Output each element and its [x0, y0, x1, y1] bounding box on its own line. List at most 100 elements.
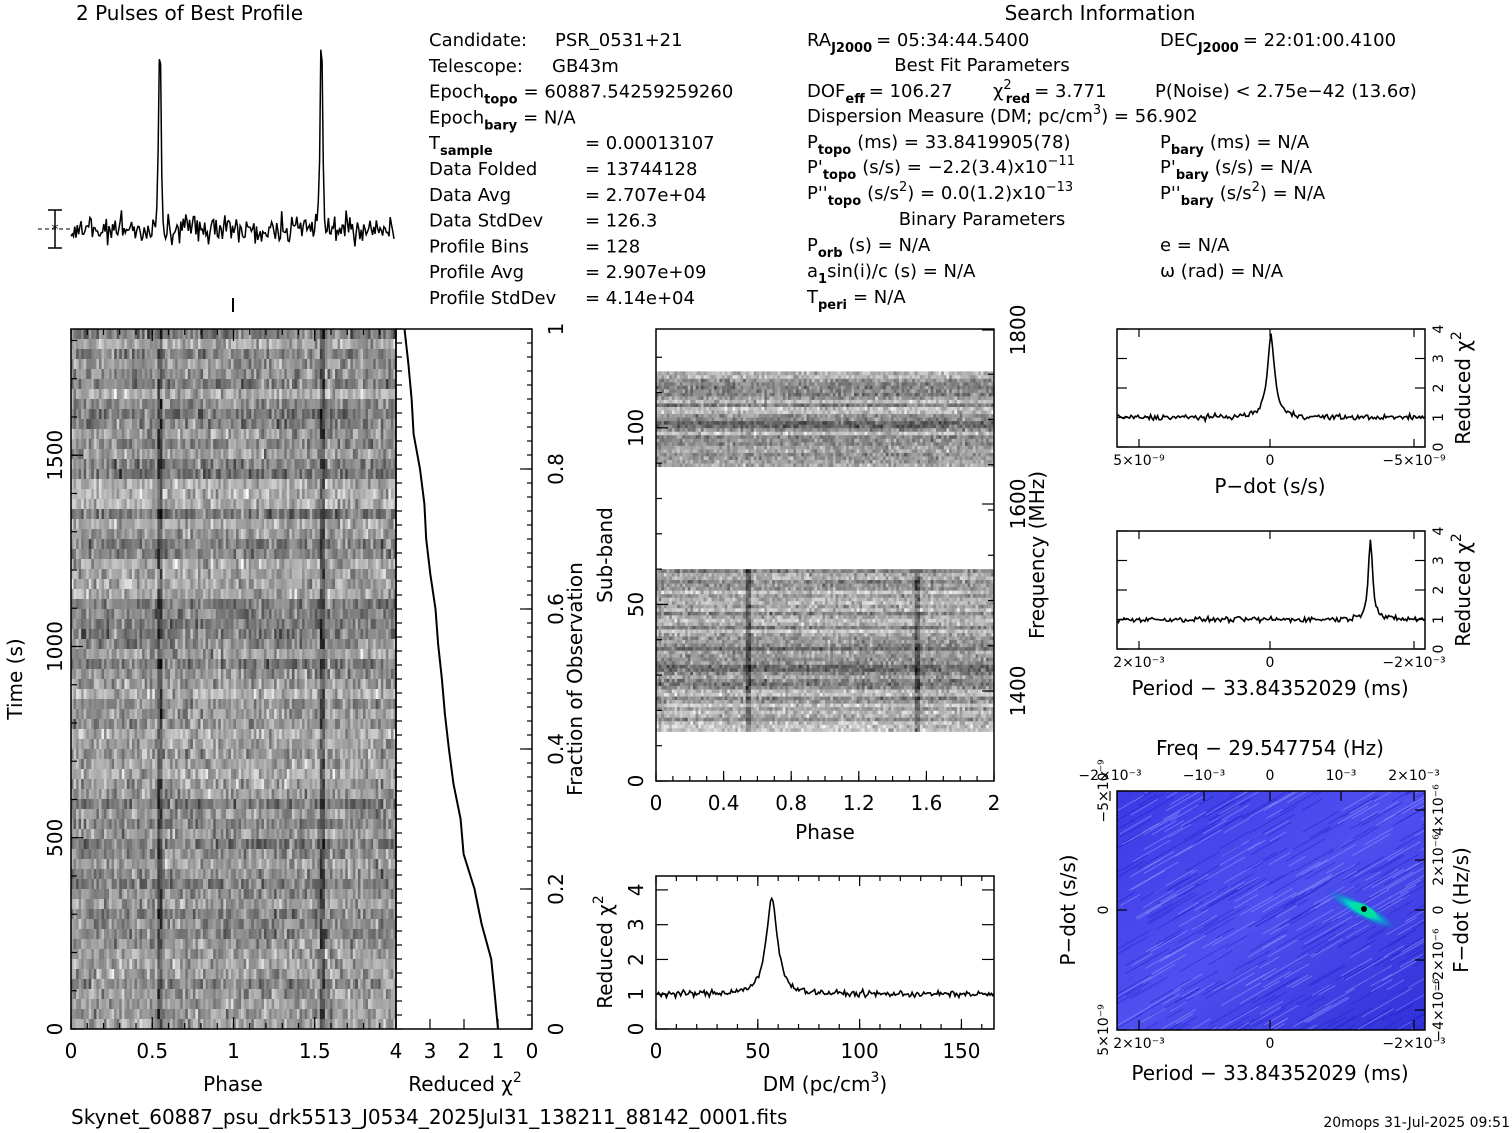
info-label: Telescope: [428, 56, 523, 77]
ra-field: RAJ2000 = 05:34:44.5400 [807, 30, 1029, 56]
subband-tick-label: 0 [624, 775, 648, 788]
fraction-tick-label: 0 [544, 1023, 568, 1036]
search-info-title: Search Information [1005, 1, 1196, 25]
frequency-tick-label: 1600 [1006, 479, 1030, 530]
time-phase-greyscale [71, 329, 396, 1029]
profile-line [70, 49, 395, 247]
time-tick-label: 1500 [43, 430, 67, 481]
best-fit-title: Best Fit Parameters [894, 55, 1069, 76]
chi-tick-label: 1 [492, 1039, 505, 1063]
fraction-tick-label: 0.6 [544, 593, 568, 625]
small-chi-tick-label: 3 [1431, 556, 1447, 565]
phase-tick-label: 0 [65, 1039, 78, 1063]
chi-axis-label: Reduced χ2 [591, 895, 617, 1009]
freq-tick-label: 10⁻³ [1326, 768, 1357, 784]
subband-tick-label: 50 [624, 592, 648, 617]
frequency-tick-label: 1400 [1006, 666, 1030, 717]
phase-tick-label: 0.5 [136, 1039, 168, 1063]
small-chi-axis-label: Reduced χ2 [1449, 533, 1475, 647]
pdot-tick-label: 5×10⁻⁹ [1096, 1004, 1112, 1056]
porb-field: Porb (s) = N/A [807, 235, 931, 261]
info-value: = 126.3 [585, 211, 657, 232]
ecc-field: e = N/A [1160, 235, 1230, 256]
p-pdot-title: Freq − 29.547754 (Hz) [1156, 736, 1384, 760]
subband-tick-label: 100 [624, 409, 648, 447]
phase-axis-label: Phase [795, 820, 855, 844]
tperi-field: Tperi = N/A [806, 287, 906, 313]
profile-title: 2 Pulses of Best Profile [76, 1, 303, 25]
dm-tick-label: 50 [745, 1039, 770, 1063]
chi-tick-label: 4 [624, 884, 648, 897]
fraction-tick-label: 1 [544, 323, 568, 336]
subband-phase-plot: 0 0.4 0.8 1.2 1.6 2 0 50 100 1400 1600 1800 Phase Sub… [593, 305, 1049, 844]
chi-tick-label: 0 [526, 1039, 539, 1063]
info-value: = 128 [585, 236, 640, 257]
pdot-topo-field: P'topo (s/s) = −2.2(3.4)x10−11 [807, 154, 1075, 183]
small-tick-label: 0 [1266, 453, 1275, 469]
dm-axis-label: DM (pc/cm3) [763, 1070, 887, 1096]
info-label: Profile Bins [429, 236, 529, 257]
small-chi-tick-label: 2 [1431, 586, 1447, 595]
fraction-axis-label: Fraction of Observation [563, 562, 587, 796]
chi-tick-label: 4 [390, 1039, 403, 1063]
small-tick-label: 0 [1266, 655, 1275, 671]
dm-chi-plot: 0 50 100 150 0 1 2 3 4 DM (pc/cm3) Reduced χ2 [591, 875, 995, 1096]
pddot-topo-field: P''topo (s/s2) = 0.0(1.2)x10−13 [807, 180, 1073, 209]
info-label: Epochbary = N/A [429, 107, 576, 133]
svg-text:*: * [52, 222, 59, 238]
chi-tick-label: 3 [624, 918, 648, 931]
info-value: = 4.14e+04 [585, 288, 695, 309]
info-label: Data Avg [429, 185, 511, 206]
period-chi-line [1116, 539, 1426, 625]
info-value: = 0.00013107 [585, 133, 715, 154]
small-x-axis-label: P−dot (s/s) [1214, 474, 1325, 498]
fdot-axis-label: F−dot (Hz/s) [1449, 847, 1473, 973]
time-axis-label: Time (s) [3, 638, 27, 720]
chi-vs-time-line [403, 328, 499, 1030]
subband-greyscale [656, 371, 994, 732]
candidate-info-block: Candidate: PSR_0531+21 Telescope: GB43m Epoc… [428, 30, 733, 309]
fdot-tick-label: 2×10⁻⁶ [1431, 834, 1447, 886]
phase-tick-label: 2 [988, 791, 1001, 815]
subband-axis-label: Sub-band [593, 507, 617, 603]
footer-timestamp: 20mops 31-Jul-2025 09:51 [1323, 1115, 1510, 1131]
small-chi-tick-label: 2 [1431, 384, 1447, 393]
profile-plot: * [38, 49, 395, 312]
pddot-bary-field: P''bary (s/s2) = N/A [1160, 180, 1326, 209]
dec-field: DECJ2000 = 22:01:00.4100 [1160, 30, 1396, 56]
footer-filename: Skynet_60887_psu_drk5513_J0534_2025Jul31… [71, 1105, 787, 1129]
period-axis-label: Period − 33.84352029 (ms) [1131, 1061, 1408, 1085]
frequency-tick-label: 1800 [1006, 305, 1030, 356]
phase-axis-label: Phase [203, 1072, 263, 1096]
chi-tick-label: 0 [624, 1023, 648, 1036]
phase-tick-label: 1.5 [299, 1039, 331, 1063]
info-label: Data StdDev [429, 211, 544, 232]
a1-field: a1sin(i)/c (s) = N/A [807, 261, 976, 287]
pdot-axis-label: P−dot (s/s) [1056, 854, 1080, 965]
small-chi-tick-label: 0 [1431, 443, 1447, 452]
small-chi-tick-label: 0 [1431, 645, 1447, 654]
fraction-tick-label: 0.4 [544, 733, 568, 765]
dm-tick-label: 0 [650, 1039, 663, 1063]
phase-tick-label: 0.4 [708, 791, 740, 815]
info-value: = 13744128 [585, 159, 697, 180]
small-tick-label: 5×10⁻⁹ [1113, 453, 1165, 469]
dm-tick-label: 100 [841, 1039, 879, 1063]
period-tick-label: −2×10⁻³ [1382, 1036, 1445, 1052]
dof-field: DOFeff = 106.27 [807, 81, 953, 107]
chi-tick-label: 2 [624, 953, 648, 966]
small-chi-tick-label: 4 [1431, 526, 1447, 535]
ptopo-field: Ptopo (ms) = 33.8419905(78) [807, 132, 1070, 158]
period-tick-label: 2×10⁻³ [1113, 1036, 1164, 1052]
info-label: Epochtopo = 60887.54259259260 [429, 82, 733, 108]
small-tick-label: 2×10⁻³ [1113, 655, 1164, 671]
time-tick-label: 500 [43, 819, 67, 857]
chi-tick-label: 3 [424, 1039, 437, 1063]
phase-tick-label: 1.2 [843, 791, 875, 815]
dm-chi-line [655, 896, 995, 1001]
phase-tick-label: 1.6 [910, 791, 942, 815]
info-label: Candidate: [429, 30, 527, 51]
